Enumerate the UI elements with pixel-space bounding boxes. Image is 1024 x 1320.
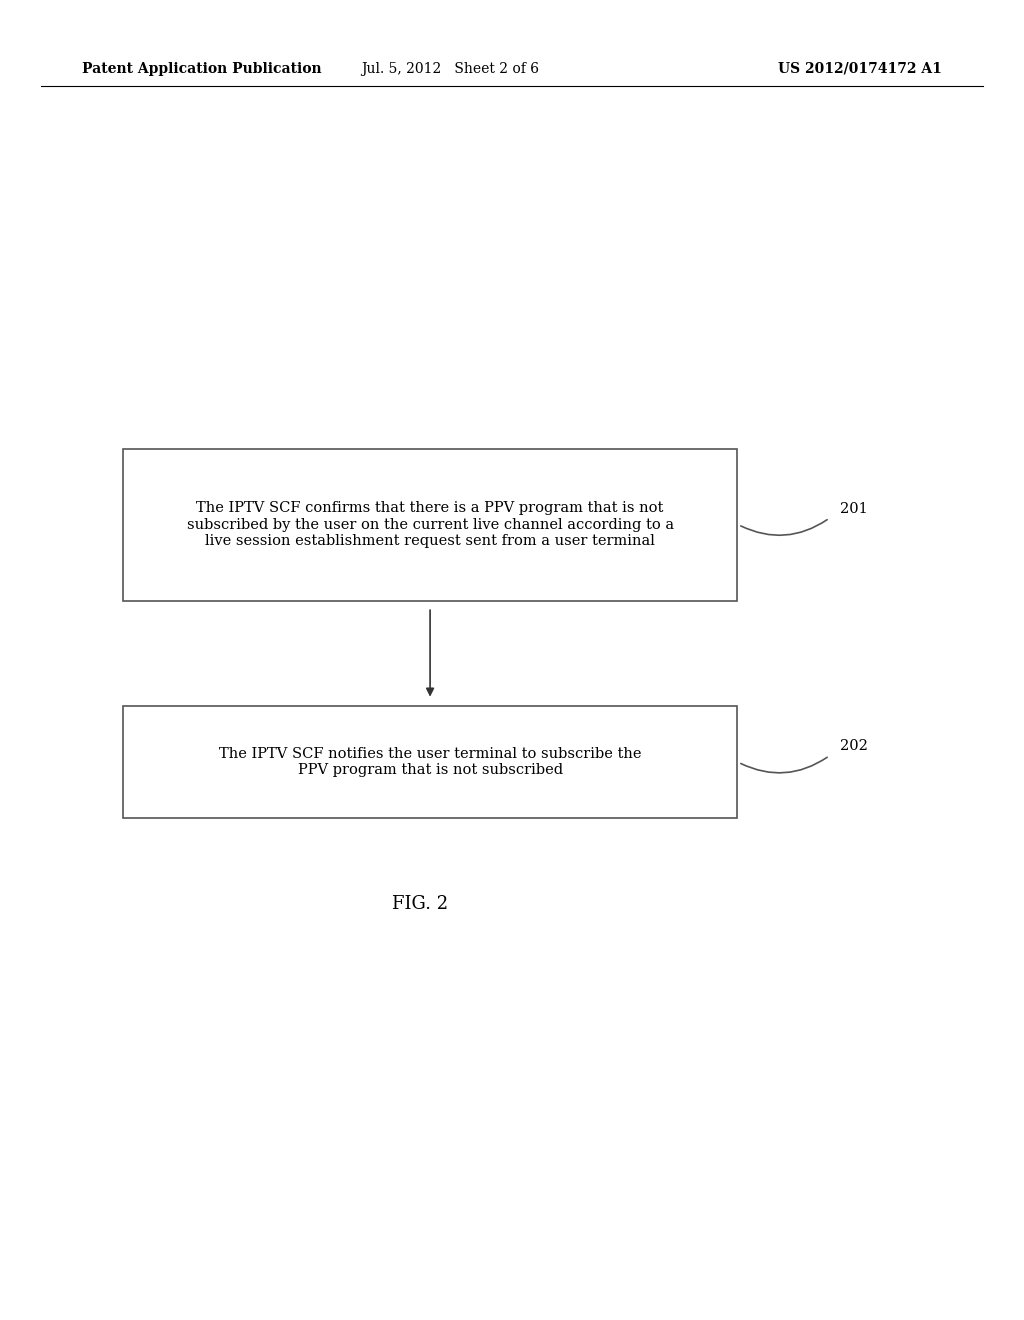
- Text: 202: 202: [840, 739, 867, 754]
- Text: US 2012/0174172 A1: US 2012/0174172 A1: [778, 62, 942, 75]
- Text: The IPTV SCF notifies the user terminal to subscribe the
PPV program that is not: The IPTV SCF notifies the user terminal …: [219, 747, 641, 777]
- FancyBboxPatch shape: [123, 449, 737, 601]
- Text: Jul. 5, 2012   Sheet 2 of 6: Jul. 5, 2012 Sheet 2 of 6: [361, 62, 540, 75]
- Text: FIG. 2: FIG. 2: [392, 895, 447, 913]
- Text: The IPTV SCF confirms that there is a PPV program that is not
subscribed by the : The IPTV SCF confirms that there is a PP…: [186, 502, 674, 548]
- Text: 201: 201: [840, 502, 867, 516]
- Text: Patent Application Publication: Patent Application Publication: [82, 62, 322, 75]
- FancyBboxPatch shape: [123, 706, 737, 818]
